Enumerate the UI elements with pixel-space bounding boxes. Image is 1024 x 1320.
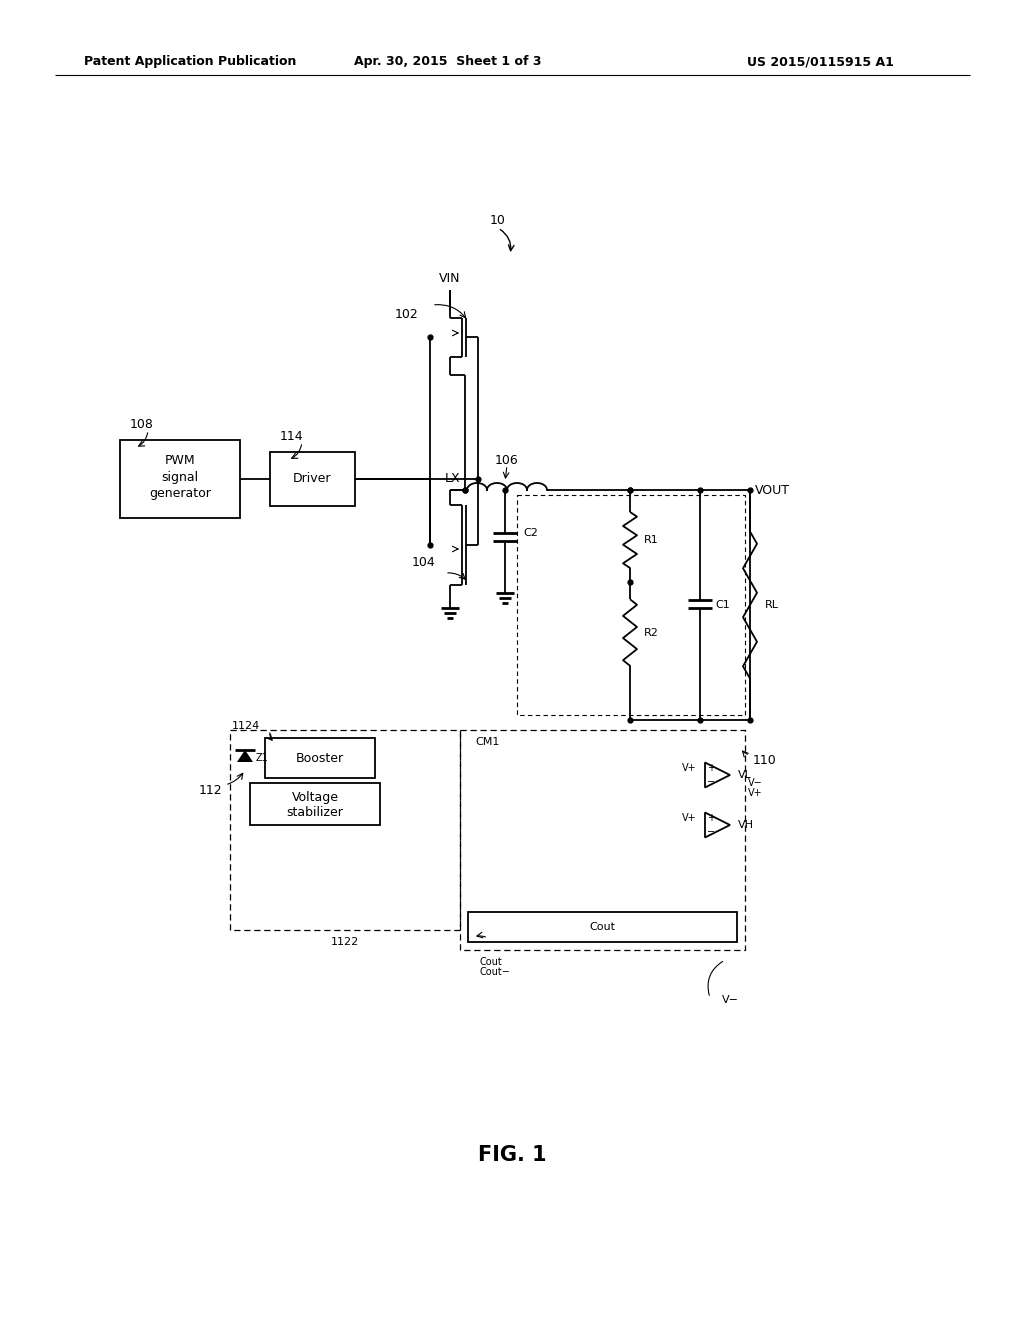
Text: Cout: Cout [480,957,503,968]
Text: VL: VL [738,770,752,780]
Text: LX: LX [444,473,460,484]
Bar [468,912,737,942]
Text: Cout: Cout [590,921,615,932]
Text: 114: 114 [280,430,304,444]
Text: VIN: VIN [439,272,461,285]
Text: 108: 108 [130,418,154,432]
Text: −: − [707,777,715,787]
Text: RL: RL [765,601,779,610]
Text: V−: V− [748,777,763,788]
Text: 104: 104 [412,557,436,569]
Text: Booster: Booster [296,751,344,764]
Text: Z1: Z1 [256,752,268,763]
Text: 110: 110 [753,754,777,767]
Polygon shape [237,750,253,762]
Text: +: + [707,813,715,822]
Text: Cout−: Cout− [480,968,511,977]
Text: Apr. 30, 2015  Sheet 1 of 3: Apr. 30, 2015 Sheet 1 of 3 [354,55,542,69]
Text: 10: 10 [490,214,506,227]
Text: generator: generator [150,487,211,500]
Text: R1: R1 [644,535,658,545]
Text: stabilizer: stabilizer [287,807,343,820]
Text: Patent Application Publication: Patent Application Publication [84,55,296,69]
Text: VH: VH [738,820,754,830]
Polygon shape [705,813,730,837]
Bar [265,738,375,777]
Text: C2: C2 [523,528,538,537]
Text: −: − [707,828,715,837]
Bar [120,440,240,517]
Text: +: + [707,763,715,774]
Text: VOUT: VOUT [755,483,790,496]
Text: 1124: 1124 [231,721,260,731]
Polygon shape [705,763,730,788]
Text: PWM: PWM [165,454,196,466]
Text: signal: signal [162,470,199,483]
Text: Voltage: Voltage [292,792,339,804]
Text: 1122: 1122 [331,937,359,946]
Bar [270,451,355,506]
Text: US 2015/0115915 A1: US 2015/0115915 A1 [746,55,893,69]
Text: CM1: CM1 [476,737,500,747]
Text: V−: V− [722,995,738,1005]
Text: 102: 102 [395,309,419,322]
Text: V+: V+ [682,813,697,822]
Text: Driver: Driver [293,473,332,486]
Text: C1: C1 [715,601,730,610]
Text: FIG. 1: FIG. 1 [477,1144,547,1166]
Text: 112: 112 [199,784,222,796]
Text: V+: V+ [682,763,697,774]
Text: V+: V+ [748,788,763,799]
Text: 106: 106 [496,454,519,466]
Bar [250,783,380,825]
Text: R2: R2 [644,627,658,638]
